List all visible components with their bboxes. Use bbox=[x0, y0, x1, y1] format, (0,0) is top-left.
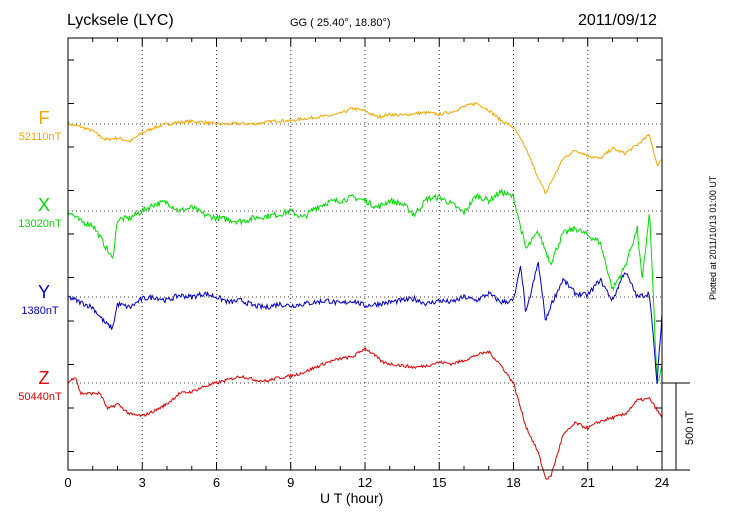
x-axis-label: U T (hour) bbox=[320, 490, 384, 506]
channel-y-letter: Y bbox=[37, 282, 50, 302]
series-lines bbox=[67, 102, 663, 480]
series-line-z bbox=[67, 346, 663, 480]
channel-x-baseline: 13020nT bbox=[18, 218, 62, 230]
x-tick-label: 12 bbox=[358, 475, 372, 490]
x-tick-label: 0 bbox=[64, 475, 71, 490]
x-tick-label: 24 bbox=[655, 475, 669, 490]
channel-f-baseline: 52110nT bbox=[18, 131, 62, 143]
channel-z-letter: Z bbox=[38, 368, 50, 388]
channel-y-baseline: 1380nT bbox=[21, 305, 59, 317]
series-line-f bbox=[67, 102, 663, 195]
series-line-x bbox=[67, 188, 663, 385]
station-title: Lycksele (LYC) bbox=[67, 12, 174, 29]
x-tick-label: 15 bbox=[432, 475, 446, 490]
series-line-y bbox=[67, 261, 663, 384]
plot-date: 2011/09/12 bbox=[578, 12, 657, 29]
plotted-timestamp: Plotted at 2011/10/13 01:00 UT bbox=[708, 175, 718, 300]
scale-bar-label: 500 nT bbox=[684, 410, 696, 445]
x-tick-label: 6 bbox=[213, 475, 220, 490]
channel-z-baseline: 50440nT bbox=[18, 391, 62, 403]
station-coordinates: GG ( 25.40°, 18.80°) bbox=[290, 17, 391, 29]
x-tick-label: 3 bbox=[139, 475, 146, 490]
channel-x-letter: X bbox=[37, 195, 50, 215]
axis-ticks: 0 3 6 9 12 15 18 21 24 bbox=[64, 38, 669, 490]
channel-f-letter: F bbox=[38, 108, 50, 128]
grid-lines bbox=[68, 38, 662, 470]
x-tick-label: 18 bbox=[506, 475, 520, 490]
scale-bar bbox=[662, 382, 690, 471]
x-tick-label: 21 bbox=[581, 475, 595, 490]
x-tick-label: 9 bbox=[287, 475, 294, 490]
